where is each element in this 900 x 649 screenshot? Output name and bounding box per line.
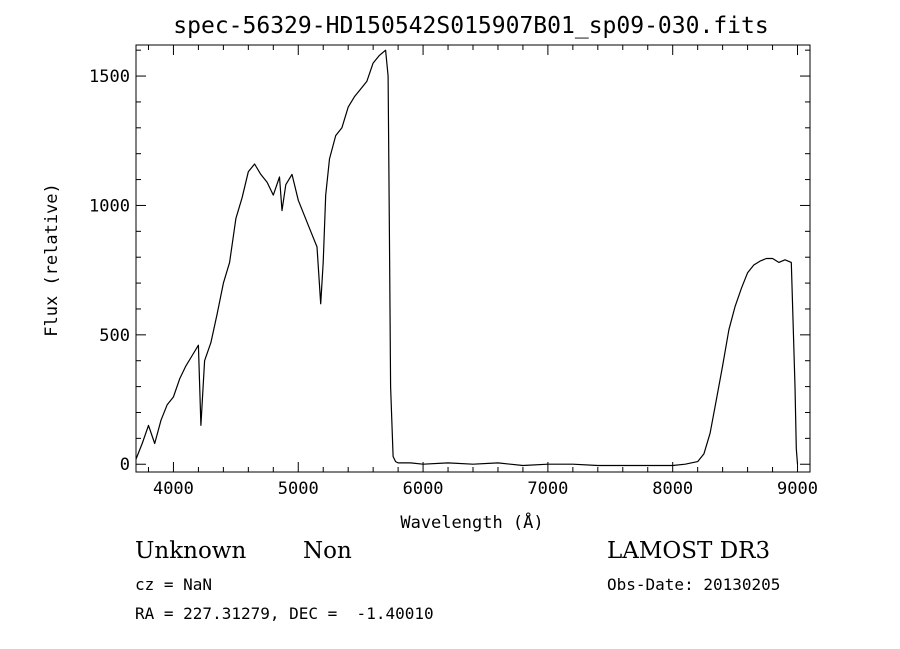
cz-value: cz = NaN [135,575,213,594]
y-tick-label-2: 1000 [89,196,130,216]
x-tick-label-2: 6000 [403,479,444,499]
plot-area: 4000 5000 6000 7000 8000 9000 0 500 1000 1500 [89,44,818,499]
object-class: Unknown [135,538,247,564]
coordinates: RA = 227.31279, DEC = -1.40010 [135,604,434,623]
y-tick-label-0: 0 [120,455,130,475]
x-tick-label-5: 9000 [777,479,818,499]
y-axis-label: Flux (relative) [42,183,62,337]
y-tick-label-3: 1500 [89,67,130,87]
object-subclass: Non [303,538,352,564]
x-tick-label-4: 8000 [652,479,693,499]
x-tick-label-3: 7000 [527,479,568,499]
obs-date: Obs-Date: 20130205 [607,575,781,594]
plot-frame [135,44,811,473]
survey-name: LAMOST DR3 [607,538,771,564]
x-axis-label: Wavelength (Å) [400,511,543,533]
chart-title: spec-56329-HD150542S015907B01_sp09-030.f… [173,13,768,39]
y-tick-label-1: 500 [99,326,130,346]
spectrum-series-line-0 [135,49,799,467]
x-tick-label-0: 4000 [153,479,194,499]
x-tick-label-1: 5000 [278,479,319,499]
